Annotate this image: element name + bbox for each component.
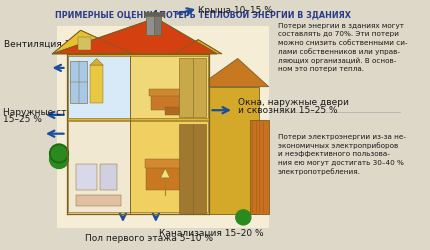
Bar (130, 56, 208, 118)
Polygon shape (52, 18, 217, 54)
Text: 15–25 %: 15–25 % (3, 115, 41, 124)
Bar (57, 26, 269, 228)
Circle shape (49, 150, 68, 169)
Bar (149, 88, 187, 96)
Text: Крыша 10–15 %: Крыша 10–15 % (198, 6, 273, 15)
Text: Канализация 15–20 %: Канализация 15–20 % (159, 229, 263, 238)
Bar (68, 122, 129, 212)
Bar (147, 164, 184, 190)
Text: и сквозняки 15–25 %: и сквозняки 15–25 % (238, 106, 337, 115)
Circle shape (52, 146, 67, 161)
Bar (78, 37, 91, 50)
Text: Пол первого этажа 5–10 %: Пол первого этажа 5–10 % (85, 234, 213, 243)
Text: Потери энергии в зданиях могут
составлять до 70%. Эти потери
можно снизить собст: Потери энергии в зданиях могут составлят… (278, 23, 407, 72)
Bar (68, 56, 129, 118)
Text: ПРИМЕРНЫЕ ОЦЕНКИ ПОТЕРЬ ТЕПЛОВОЙ ЭНЕРГИИ В ЗДАНИЯХ: ПРИМЕРНЫЕ ОЦЕНКИ ПОТЕРЬ ТЕПЛОВОЙ ЭНЕРГИИ… (55, 10, 351, 21)
Polygon shape (208, 87, 259, 214)
Bar (144, 12, 164, 16)
Bar (179, 124, 206, 214)
Bar (76, 164, 97, 190)
Polygon shape (160, 168, 170, 178)
Bar (154, 14, 162, 35)
Bar (76, 195, 121, 206)
Polygon shape (198, 58, 269, 87)
Bar (147, 14, 156, 35)
Bar (144, 159, 186, 168)
Polygon shape (90, 58, 103, 65)
Circle shape (49, 144, 68, 163)
Polygon shape (175, 40, 222, 54)
Circle shape (236, 210, 251, 225)
Bar (70, 61, 87, 103)
Text: Наружные стены: Наружные стены (3, 108, 85, 116)
Bar (179, 58, 206, 117)
Bar (90, 65, 103, 103)
Polygon shape (67, 54, 209, 120)
Bar (100, 164, 117, 190)
Polygon shape (52, 30, 132, 54)
Bar (165, 107, 184, 115)
Bar (151, 92, 184, 110)
Polygon shape (67, 120, 209, 214)
Bar (130, 122, 208, 212)
Text: Окна, наружные двери: Окна, наружные двери (238, 98, 349, 107)
Text: Вентиляция 10–35 %: Вентиляция 10–35 % (4, 40, 104, 49)
Text: Потери электроэнергии из-за не-
экономичных электроприборов
и неэффективного пол: Потери электроэнергии из-за не- экономич… (278, 134, 405, 175)
Bar (250, 120, 269, 214)
